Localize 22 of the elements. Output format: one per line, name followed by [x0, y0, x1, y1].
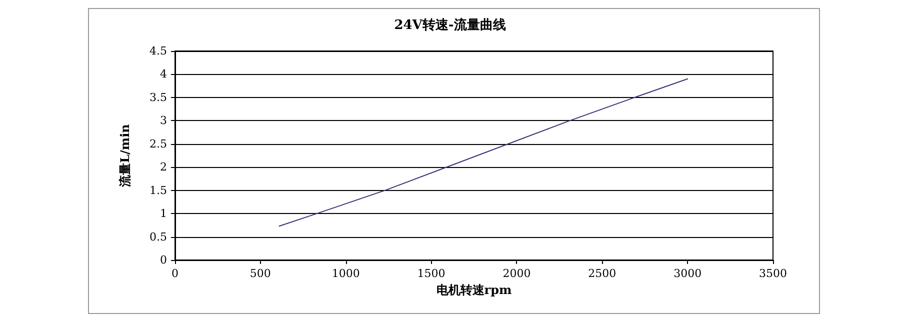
y-tick-label: 4: [160, 68, 167, 81]
x-tick-label: 2000: [502, 267, 531, 280]
x-tick-label: 500: [250, 267, 271, 280]
y-tick-label: 2: [160, 160, 167, 174]
y-axis-title: 流量L/min: [118, 124, 132, 188]
line-series: [278, 78, 688, 227]
y-tick-label: 3: [160, 114, 167, 128]
y-tick-label: 0: [160, 254, 167, 266]
y-tick-label: 3.5: [150, 90, 167, 104]
x-tick-label: 1500: [417, 267, 446, 280]
x-tick-label: 2500: [588, 267, 616, 280]
y-tick-label: 4.5: [150, 44, 167, 58]
x-axis-title: 电机转速rpm: [436, 283, 512, 297]
y-tick-label: 1.5: [150, 184, 167, 197]
x-tick-label: 3000: [674, 267, 702, 280]
chart-title: 24V转速-流量曲线: [394, 17, 506, 33]
y-tick-label: 1: [160, 207, 167, 220]
x-tick-label: 3500: [759, 267, 787, 280]
y-tick-label: 0.5: [150, 230, 167, 244]
y-tick-label: 2.5: [150, 137, 167, 150]
x-tick-label: 1000: [332, 267, 360, 280]
x-tick-label: 0: [172, 267, 178, 280]
